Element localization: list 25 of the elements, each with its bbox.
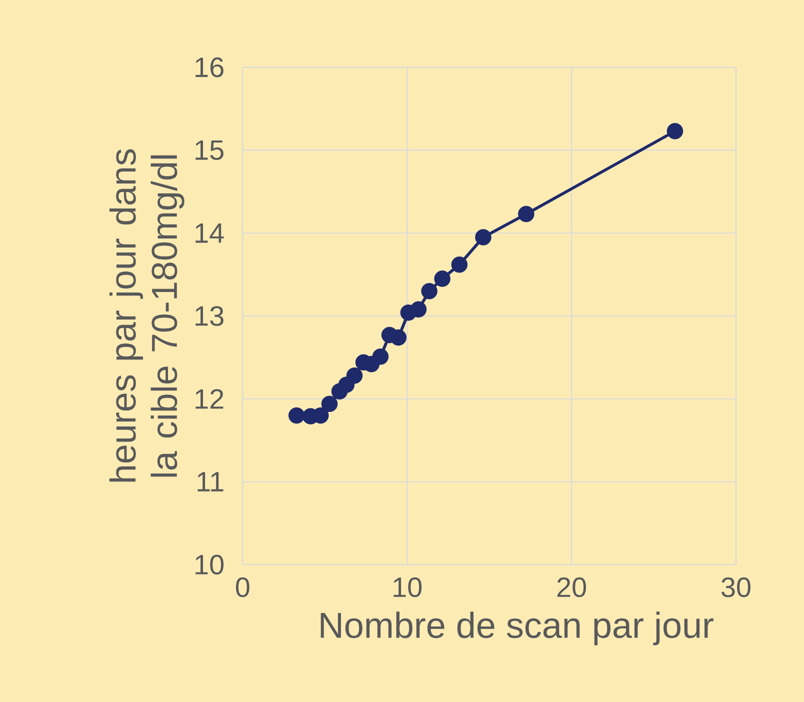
y-tick-label: 15: [196, 140, 224, 160]
x-tick-label: 10: [394, 577, 422, 598]
point: [288, 407, 305, 424]
point: [421, 282, 438, 300]
x-tick-label: 20: [557, 577, 586, 598]
y-tick-label: 14: [196, 223, 224, 243]
x-axis-title: Nombre de scan par jour: [320, 612, 714, 646]
point: [518, 206, 534, 222]
x-tick-label: 30: [721, 577, 750, 598]
point: [390, 329, 407, 346]
x-tick-label: 0: [236, 577, 250, 598]
point: [666, 123, 684, 140]
y-tick-label: 12: [196, 389, 224, 409]
point: [372, 348, 389, 365]
y-tick-label: 10: [196, 554, 224, 575]
point: [475, 229, 492, 246]
point: [346, 368, 363, 384]
y-tick-label: 11: [198, 472, 224, 492]
point: [321, 396, 338, 412]
y-tick-label: 16: [196, 57, 224, 78]
point: [410, 301, 427, 318]
point: [451, 256, 468, 273]
point: [434, 270, 450, 287]
y-axis-title: heures par jour dans la cible 70-180mg/dl: [109, 149, 184, 482]
y-tick-label: 13: [196, 306, 224, 326]
